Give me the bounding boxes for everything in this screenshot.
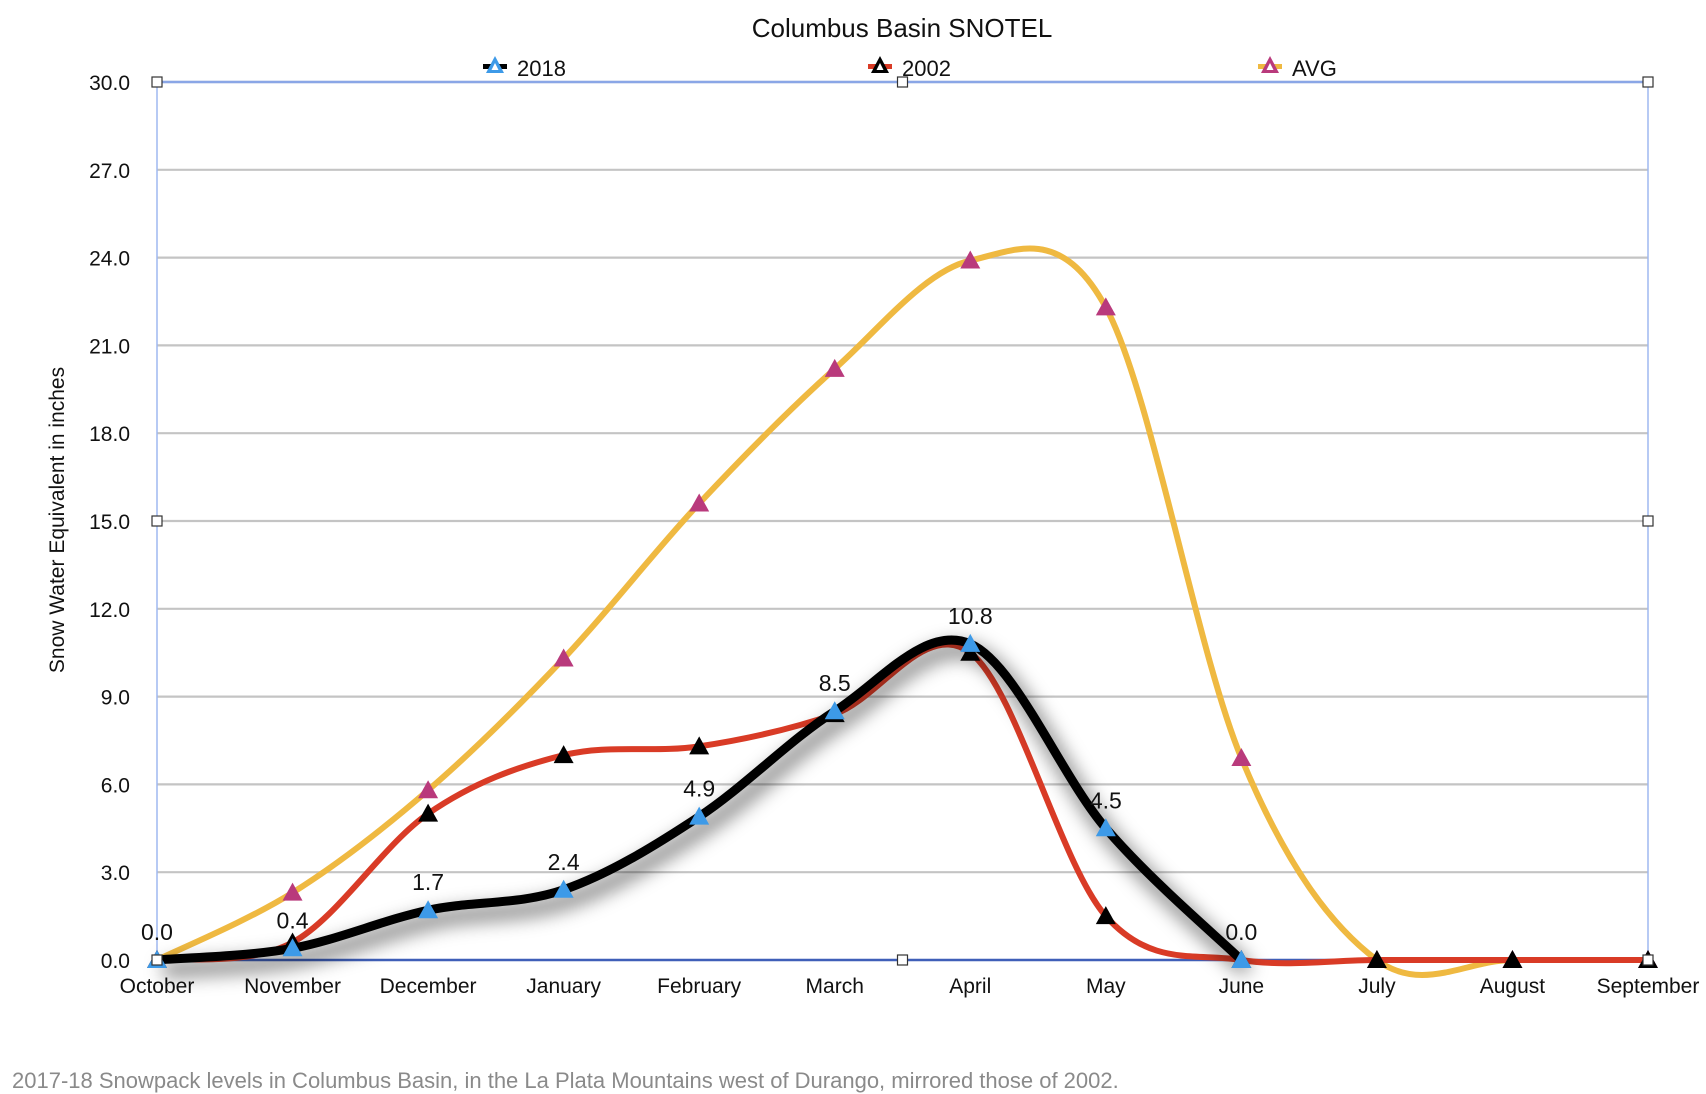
data-label: 0.0 [141,919,173,945]
data-point-marker [824,358,845,377]
data-point-marker [282,938,303,957]
resize-handle[interactable] [1642,515,1654,527]
y-tick-label: 3.0 [101,862,130,885]
x-tick-label: March [806,975,864,998]
resize-handle[interactable] [1642,76,1654,88]
series-line [154,641,1651,967]
x-tick-label: July [1358,975,1396,998]
resize-handle[interactable] [896,76,909,88]
legend-label: 2002 [902,56,951,81]
x-tick-label: August [1480,975,1546,998]
data-point-marker [960,250,981,269]
legend-marker-inner [1266,63,1274,70]
x-axis-ticks: October November December January February Ma… [120,975,1700,998]
data-label: 8.5 [819,670,851,696]
data-point-marker [689,736,710,755]
y-tick-label: 18.0 [89,423,130,446]
data-labels: 0.0 0.4 1.7 2.4 4.9 8.5 10.8 4.5 0.0 [141,603,1257,945]
y-tick-label: 21.0 [89,335,130,358]
data-point-marker [282,882,303,901]
data-point-marker [418,900,439,919]
data-label: 4.5 [1090,787,1122,813]
legend-item-2018[interactable]: 2018 [483,56,566,81]
legend-item-2002[interactable]: 2002 [868,56,951,81]
series-line [152,635,1246,965]
data-label: 10.8 [948,603,993,629]
y-tick-label: 27.0 [89,160,130,183]
x-tick-label: November [244,975,341,998]
data-point-marker [553,879,574,898]
data-point-marker [689,493,710,512]
series-2018 [147,633,1253,978]
data-label: 0.4 [277,907,309,933]
data-label: 4.9 [683,776,715,802]
selection-handles[interactable] [151,76,1654,966]
series-lines [147,245,1658,978]
y-tick-label: 24.0 [89,248,130,271]
y-tick-label: 0.0 [101,950,130,973]
data-point-marker [689,806,710,825]
data-point-marker [1231,748,1252,767]
x-tick-label: October [120,975,195,998]
x-tick-label: January [526,975,601,998]
data-point-marker [553,648,574,667]
data-point-marker [418,780,439,799]
legend-marker-inner [491,63,499,70]
data-label: 1.7 [412,869,444,895]
legend-label: AVG [1292,56,1337,81]
data-point-marker [1095,297,1116,316]
y-tick-label: 6.0 [101,774,130,797]
resize-handle[interactable] [1642,954,1654,966]
x-tick-label: February [657,975,742,998]
data-point-marker [1095,906,1116,925]
x-tick-label: September [1597,975,1700,998]
y-tick-label: 30.0 [89,72,130,95]
snotel-chart: Columbus Basin SNOTEL 2018 2002 AVG 0.0 3.0… [46,13,1700,998]
y-tick-label: 9.0 [101,687,130,710]
legend-item-avg[interactable]: AVG [1258,56,1337,81]
y-axis-label: Snow Water Equivalent in inches [46,367,69,673]
x-tick-label: June [1219,975,1265,998]
data-point-marker [1366,950,1387,968]
series-line [154,245,1651,978]
x-tick-label: May [1086,975,1126,998]
data-point-marker [1095,818,1116,837]
data-point-marker [824,701,845,720]
gridlines [157,80,1648,874]
y-tick-label: 12.0 [89,599,130,622]
data-point-marker [1502,950,1523,968]
x-tick-label: December [380,975,477,998]
resize-handle[interactable] [896,954,909,966]
data-label: 2.4 [548,849,580,875]
legend: 2018 2002 AVG [483,56,1337,81]
resize-handle[interactable] [151,954,163,966]
data-point-marker [960,633,981,652]
data-point-marker [418,803,439,822]
x-tick-label: April [949,975,991,998]
legend-label: 2018 [517,56,566,81]
y-tick-label: 15.0 [89,511,130,534]
chart-title: Columbus Basin SNOTEL [752,13,1053,43]
legend-marker-inner [876,63,884,70]
resize-handle[interactable] [151,76,163,88]
figure-caption: 2017-18 Snowpack levels in Columbus Basi… [12,1068,1119,1093]
data-label: 0.0 [1225,919,1257,945]
resize-handle[interactable] [151,515,163,527]
y-axis-ticks: 0.0 3.0 6.0 9.0 12.0 15.0 18.0 21.0 24.0 27.0 30.0 [89,72,130,973]
series-2002 [147,641,1658,968]
data-point-marker [1231,950,1252,968]
data-point-marker [553,745,574,764]
